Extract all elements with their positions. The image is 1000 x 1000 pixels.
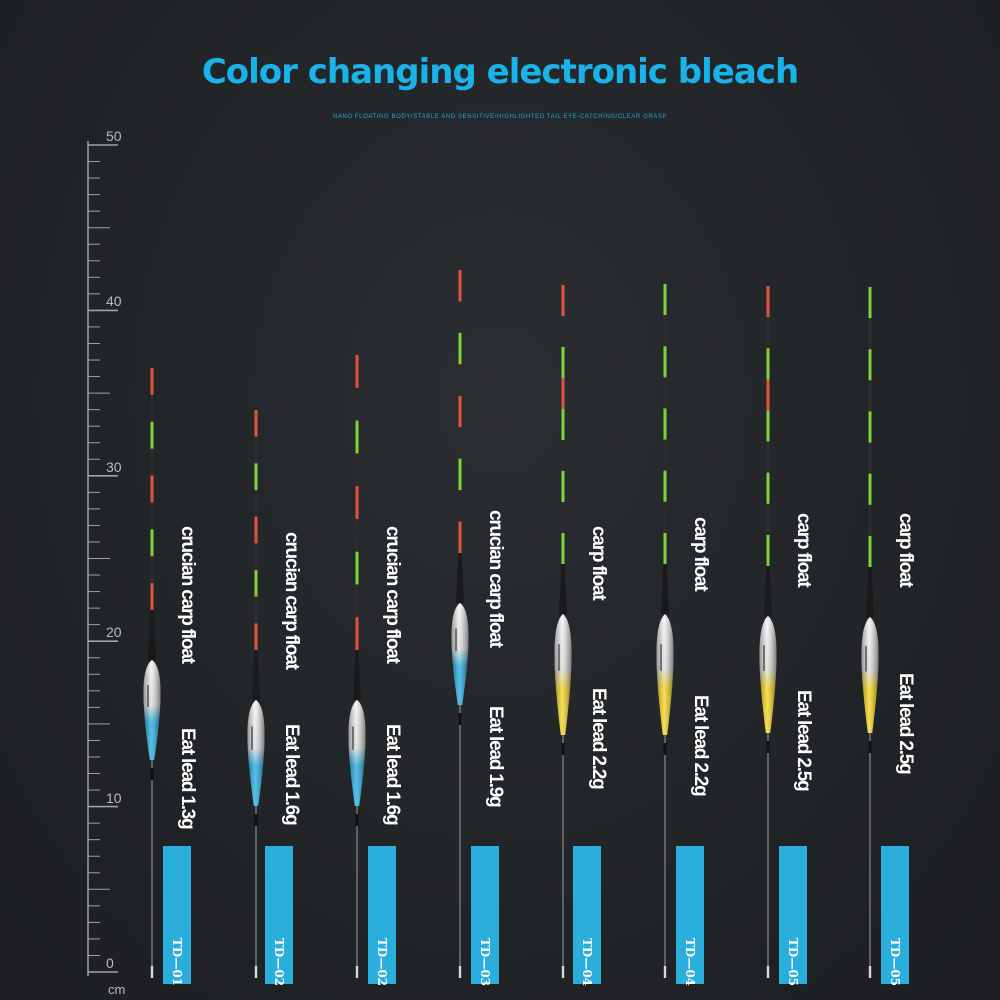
page-subtitle: NANO FLOATING BODY/STABLE AND SENSITIVE/… [332,114,668,120]
float-lead-label: Eat lead 1.9g [485,706,506,807]
model-tag: TD—02 [265,846,293,987]
model-tag: TD—04 [573,846,601,987]
model-tag-label: TD—05 [786,938,800,987]
model-tag: TD—04 [676,846,704,987]
float-name-label: carp float [588,526,609,600]
float-name-label: crucian carp float [177,526,198,663]
model-tag-label: TD—03 [478,938,492,987]
model-tag-label: TD—01 [170,938,184,987]
ruler-unit-label: cm [108,982,126,997]
model-tag: TD—02 [368,846,396,987]
model-tag-label: TD—05 [888,938,902,987]
float-lead-label: Eat lead 2.2g [690,695,711,796]
model-tag-label: TD—02 [375,938,389,987]
float-name-label: crucian carp float [382,526,403,663]
float-name-label: carp float [793,513,814,587]
model-tag: TD—01 [163,846,191,987]
ruler-label: 10 [106,789,122,806]
ruler-label: 30 [106,458,122,475]
ruler-label: 0 [106,955,114,971]
float-name-label: carp float [690,517,711,591]
float-lead-label: Eat lead 1.6g [382,724,403,825]
float-name-label: crucian carp float [485,510,506,647]
float-name-label: carp float [895,513,916,587]
model-tag-label: TD—04 [683,938,697,987]
float-lead-label: Eat lead 2.2g [588,688,609,789]
ruler-label: 20 [106,624,122,641]
page-title: Color changing electronic bleach [201,52,799,92]
ruler-label: 40 [106,293,122,310]
model-tag: TD—03 [471,846,499,987]
float-lead-label: Eat lead 1.6g [281,724,302,825]
ruler-label: 50 [106,128,122,144]
model-tag-label: TD—04 [580,938,594,987]
float-lead-label: Eat lead 2.5g [895,673,916,774]
float-lead-label: Eat lead 2.5g [793,690,814,791]
float-lead-label: Eat lead 1.3g [177,728,198,829]
model-tag: TD—05 [881,846,909,987]
float-name-label: crucian carp float [281,532,302,669]
model-tag-label: TD—02 [272,938,286,987]
model-tag: TD—05 [779,846,807,987]
